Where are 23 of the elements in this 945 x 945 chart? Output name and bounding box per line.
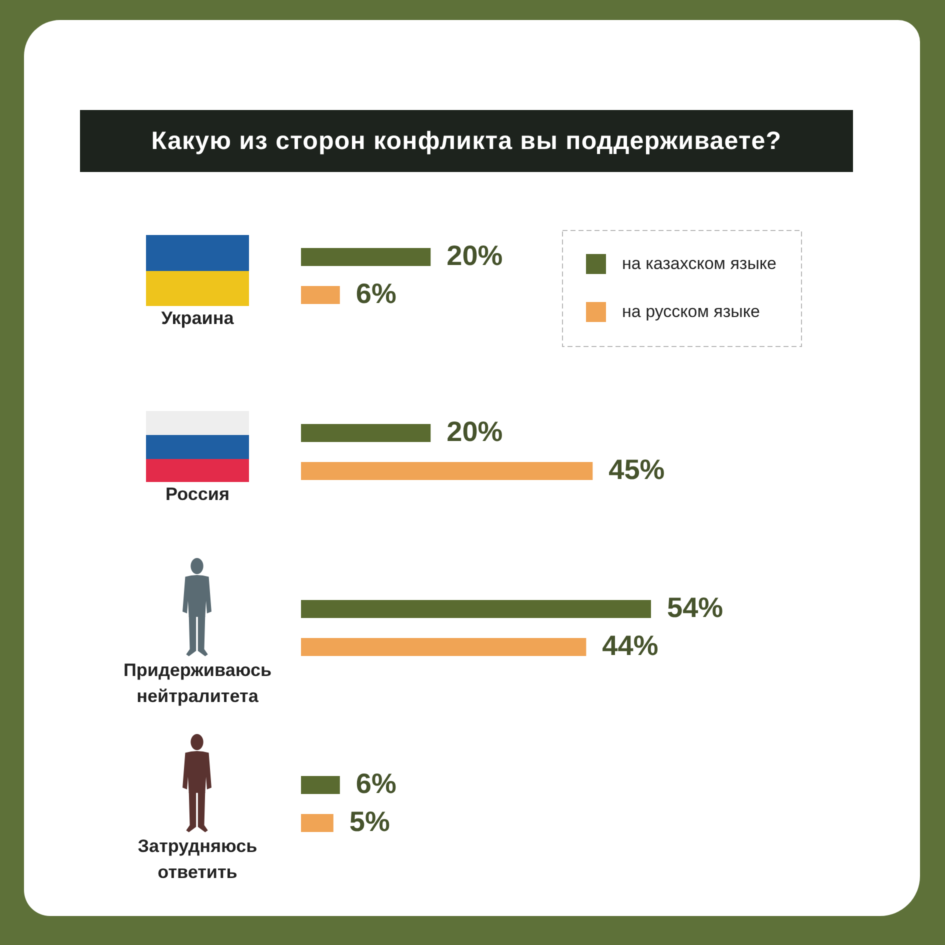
chart-title: Какую из сторон конфликта вы поддерживаете? [80, 110, 853, 172]
legend-label: на казахском языке [622, 254, 776, 273]
data-label: 20% [446, 240, 503, 271]
y-tick-label: Затрудняюсь ответить [138, 836, 258, 882]
bar [301, 600, 651, 618]
bar [301, 638, 586, 656]
y-tick-label: Украина [161, 308, 235, 328]
bar [301, 462, 593, 480]
bar [301, 776, 340, 794]
bar [301, 286, 340, 304]
legend-label: на русском языке [622, 302, 760, 321]
data-label: 6% [356, 768, 396, 799]
bar [301, 814, 334, 832]
y-tick-label: Россия [166, 484, 230, 504]
data-label: 54% [667, 592, 724, 623]
data-label: 6% [356, 278, 396, 309]
data-label: 20% [446, 416, 503, 447]
bar [301, 424, 431, 442]
data-label: 44% [602, 630, 658, 661]
data-label: 5% [349, 806, 390, 837]
bar [301, 248, 431, 266]
y-tick-label: Придерживаюсь нейтралитета [123, 660, 272, 706]
data-label: 45% [608, 454, 665, 485]
